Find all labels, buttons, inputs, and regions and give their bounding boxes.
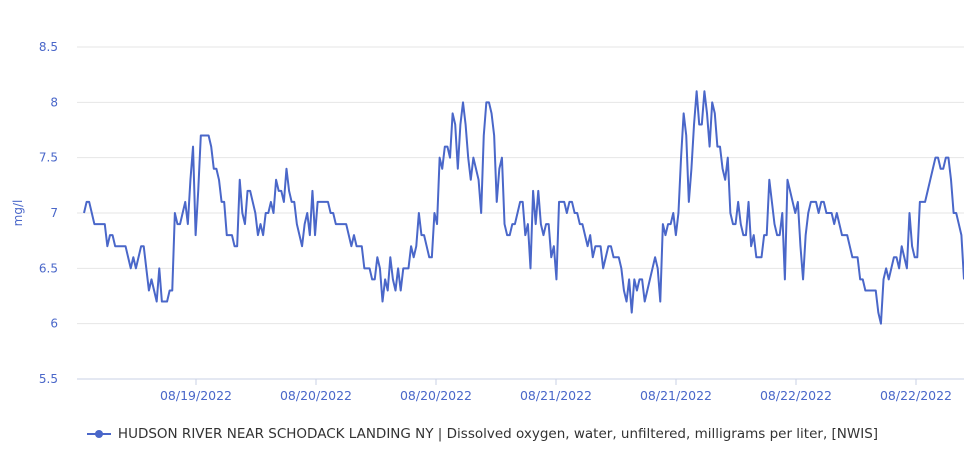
y-tick-label: 7.5 <box>39 151 58 165</box>
series-layer <box>83 90 964 325</box>
y-tick-label: 8 <box>50 95 58 109</box>
series-line-0[interactable] <box>83 90 964 325</box>
y-tick-label: 6.5 <box>39 261 58 275</box>
y-tick-label: 7 <box>50 206 58 220</box>
legend-label: HUDSON RIVER NEAR SCHODACK LANDING NY | … <box>117 426 879 442</box>
x-tick-label: 08/21/2022 <box>520 388 592 403</box>
x-tick-label: 08/19/2022 <box>160 388 232 403</box>
legend[interactable]: HUDSON RIVER NEAR SCHODACK LANDING NY | … <box>0 423 964 445</box>
legend-line-marker-icon <box>86 430 111 438</box>
y-tick-label: 8.5 <box>39 40 58 54</box>
x-tick-label: 08/22/2022 <box>880 388 952 403</box>
y-tick-label: 5.5 <box>39 372 58 386</box>
x-axis-ticks: 08/19/2022 08/20/2022 08/20/2022 08/21/2022… <box>160 379 952 403</box>
x-tick-label: 08/21/2022 <box>640 388 712 403</box>
x-tick-label: 08/20/2022 <box>280 388 352 403</box>
y-tick-label: 6 <box>50 317 58 331</box>
x-tick-label: 08/20/2022 <box>400 388 472 403</box>
y-axis-ticks: 8.5 8 7.5 7 6.5 6 5.5 <box>39 40 58 386</box>
x-tick-label: 08/22/2022 <box>760 388 832 403</box>
y-axis-label: mg/l <box>11 200 25 227</box>
